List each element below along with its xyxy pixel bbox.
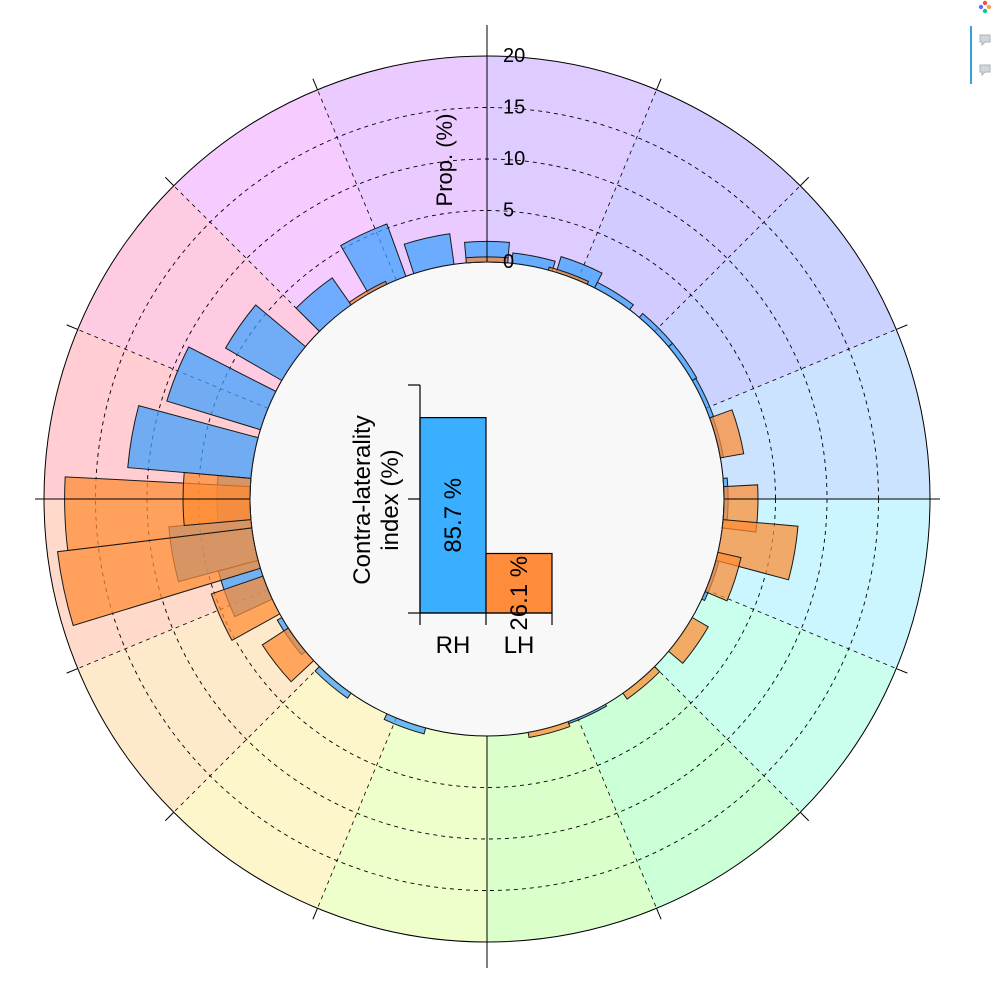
polar-axes bbox=[35, 25, 940, 968]
inset-y-label-line1: Contra-laterality bbox=[349, 415, 376, 584]
sector-background bbox=[654, 589, 897, 813]
bar-lh bbox=[210, 575, 281, 642]
angular-gridline bbox=[577, 89, 657, 281]
angular-tick bbox=[896, 324, 908, 330]
angular-gridline bbox=[705, 589, 897, 669]
inset-value-label: 26.1 % bbox=[506, 556, 533, 631]
angular-tick bbox=[656, 78, 662, 90]
bar-lh bbox=[547, 266, 590, 285]
radial-tick-label: 0 bbox=[503, 251, 514, 273]
radial-tick-label: 10 bbox=[503, 148, 525, 170]
sector-background bbox=[487, 56, 657, 281]
angular-gridline bbox=[173, 185, 320, 332]
angular-gridline bbox=[173, 666, 320, 813]
bar-rh bbox=[314, 665, 352, 699]
angular-tick bbox=[799, 176, 810, 187]
angular-gridline bbox=[317, 717, 397, 909]
inset-y-label-line2: index (%) bbox=[377, 449, 404, 550]
angular-tick bbox=[66, 324, 78, 330]
inset-value-label: 85.7 % bbox=[440, 478, 467, 553]
angular-gridline bbox=[654, 666, 801, 813]
radial-axis-label: Prop. (%) bbox=[432, 114, 457, 207]
angular-gridline bbox=[654, 185, 801, 332]
modebar-divider bbox=[970, 26, 972, 84]
angular-tick bbox=[799, 811, 810, 822]
inset-category-label: RH bbox=[436, 632, 471, 659]
comment-icon[interactable] bbox=[978, 63, 992, 77]
inset-bar-chart: Contra-laterality index (%) RH LH 85.7 %… bbox=[349, 384, 553, 659]
angular-tick bbox=[312, 908, 318, 920]
angular-gridline bbox=[577, 717, 657, 909]
sector-background bbox=[487, 717, 657, 942]
inner-disc bbox=[249, 261, 725, 737]
bar-rh bbox=[127, 405, 259, 479]
inset-y-axis bbox=[408, 384, 553, 625]
sector-backgrounds bbox=[44, 56, 930, 942]
bar-lh bbox=[667, 616, 709, 664]
bar-lh bbox=[348, 280, 388, 306]
angular-tick bbox=[66, 668, 78, 674]
bar-rh bbox=[593, 281, 635, 311]
bar-lh bbox=[704, 551, 742, 602]
sector-background bbox=[654, 185, 897, 409]
bar-lh bbox=[261, 627, 315, 683]
bar-rh bbox=[166, 346, 277, 431]
bar-lh bbox=[622, 665, 661, 700]
angular-tick bbox=[896, 668, 908, 674]
bar-lh bbox=[527, 721, 571, 739]
radial-tick-label: 15 bbox=[503, 97, 525, 119]
inset-category-label: LH bbox=[504, 632, 535, 659]
comment-icon[interactable] bbox=[978, 33, 992, 47]
radial-tick-label: 5 bbox=[503, 200, 514, 222]
sector-background bbox=[77, 589, 320, 813]
sector-background bbox=[173, 666, 397, 909]
angular-gridline bbox=[705, 329, 897, 409]
sector-background bbox=[577, 666, 801, 909]
angular-tick bbox=[164, 811, 175, 822]
sector-background bbox=[173, 89, 397, 332]
angular-tick bbox=[656, 908, 662, 920]
sector-background bbox=[317, 56, 487, 281]
radial-tick-label: 20 bbox=[503, 45, 525, 67]
angular-tick bbox=[164, 176, 175, 187]
radial-tick-labels: 0 5 10 15 20 bbox=[503, 45, 525, 273]
sector-background bbox=[577, 89, 801, 332]
bar-lh bbox=[709, 409, 745, 459]
polar-bars bbox=[56, 223, 799, 739]
bar-rh bbox=[224, 304, 307, 382]
modebar bbox=[968, 0, 1000, 90]
angular-tick bbox=[312, 78, 318, 90]
sector-background bbox=[705, 329, 930, 499]
plotly-logo-icon[interactable] bbox=[978, 0, 992, 14]
bar-rh bbox=[403, 233, 455, 275]
sector-background bbox=[317, 717, 487, 942]
bar-rh bbox=[383, 713, 427, 735]
